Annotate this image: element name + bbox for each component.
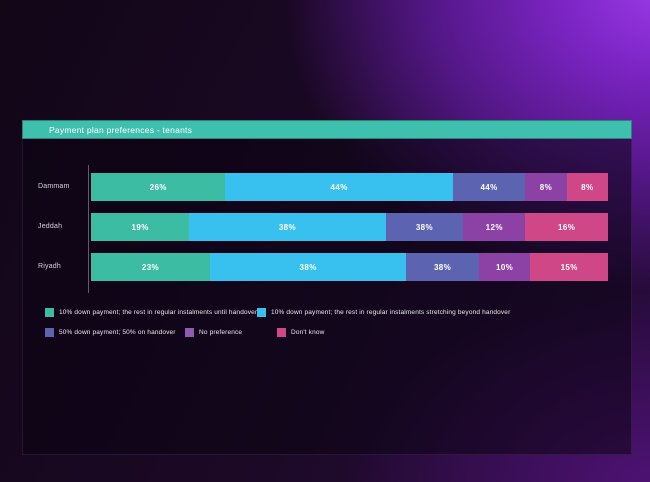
bar-segment: 12%: [463, 213, 526, 241]
legend-item: 10% down payment; the rest in regular in…: [45, 304, 257, 320]
legend-label: 10% down payment; the rest in regular in…: [271, 308, 511, 316]
legend-label: No preference: [199, 328, 243, 336]
legend-swatch: [45, 327, 54, 337]
stacked-bar: 26% 44% 44% 8% 8%: [91, 173, 608, 201]
category-label: Jeddah: [38, 223, 63, 230]
bar-segment: 38%: [406, 253, 479, 281]
y-axis-line: [88, 165, 89, 293]
bar-segment: 44%: [225, 173, 453, 201]
segment-value-label: 15%: [560, 262, 578, 272]
bar-segment: 8%: [566, 173, 608, 201]
legend-swatch: [257, 307, 266, 317]
legend-swatch: [45, 307, 54, 317]
stacked-bar: 23% 38% 38% 10% 15%: [91, 253, 608, 281]
segment-value-label: 19%: [131, 222, 149, 232]
segment-value-label: 44%: [330, 182, 348, 192]
bar-row: Riyadh 23% 38% 38% 10% 15%: [22, 253, 632, 281]
bar-segment: 23%: [91, 253, 210, 281]
bar-segment: 19%: [91, 213, 190, 241]
segment-value-label: 38%: [299, 262, 317, 272]
segment-value-label: 12%: [485, 222, 503, 232]
category-label: Dammam: [38, 183, 70, 190]
segment-value-label: 8%: [581, 182, 594, 192]
bar-segment: 38%: [209, 253, 407, 281]
segment-value-label: 8%: [539, 182, 553, 192]
legend-label: 10% down payment; the rest in regular in…: [59, 308, 258, 316]
bar-row: Dammam 26% 44% 44% 8% 8%: [22, 173, 632, 201]
legend-label: 50% down payment; 50% on handover: [59, 328, 176, 336]
legend-item: 50% down payment; 50% on handover: [45, 324, 176, 340]
bar-segment: 38%: [385, 213, 464, 241]
bar-segment: 38%: [189, 213, 386, 241]
bar-segment: 16%: [525, 213, 608, 241]
bar-segment: 44%: [452, 173, 526, 201]
legend-item: No preference: [185, 324, 242, 340]
legend-label: Don't know: [291, 328, 325, 336]
bar-row: Jeddah 19% 38% 38% 12% 16%: [22, 213, 632, 241]
chart-title: Payment plan preferences - tenants: [49, 124, 193, 135]
segment-value-label: 38%: [433, 262, 452, 272]
legend-swatch: [277, 327, 286, 337]
segment-value-label: 38%: [278, 222, 297, 232]
bar-segment: 10%: [478, 253, 531, 281]
bar-segment: 15%: [530, 253, 608, 281]
category-label: Riyadh: [38, 263, 61, 270]
segment-value-label: 44%: [480, 182, 498, 192]
segment-value-label: 26%: [149, 182, 167, 192]
legend-swatch: [185, 327, 194, 337]
bar-segment: 26%: [91, 173, 226, 201]
chart-panel: Payment plan preferences - tenants Damma…: [22, 120, 632, 455]
segment-value-label: 10%: [495, 262, 514, 272]
stacked-bar: 19% 38% 38% 12% 16%: [91, 213, 608, 241]
bar-segment: 8%: [525, 173, 567, 201]
legend-item: 10% down payment; the rest in regular in…: [257, 304, 510, 320]
segment-value-label: 16%: [558, 222, 576, 232]
segment-value-label: 23%: [141, 262, 160, 272]
legend-item: Don't know: [277, 324, 324, 340]
segment-value-label: 38%: [415, 222, 434, 232]
chart-header-bar: Payment plan preferences - tenants: [22, 120, 632, 139]
